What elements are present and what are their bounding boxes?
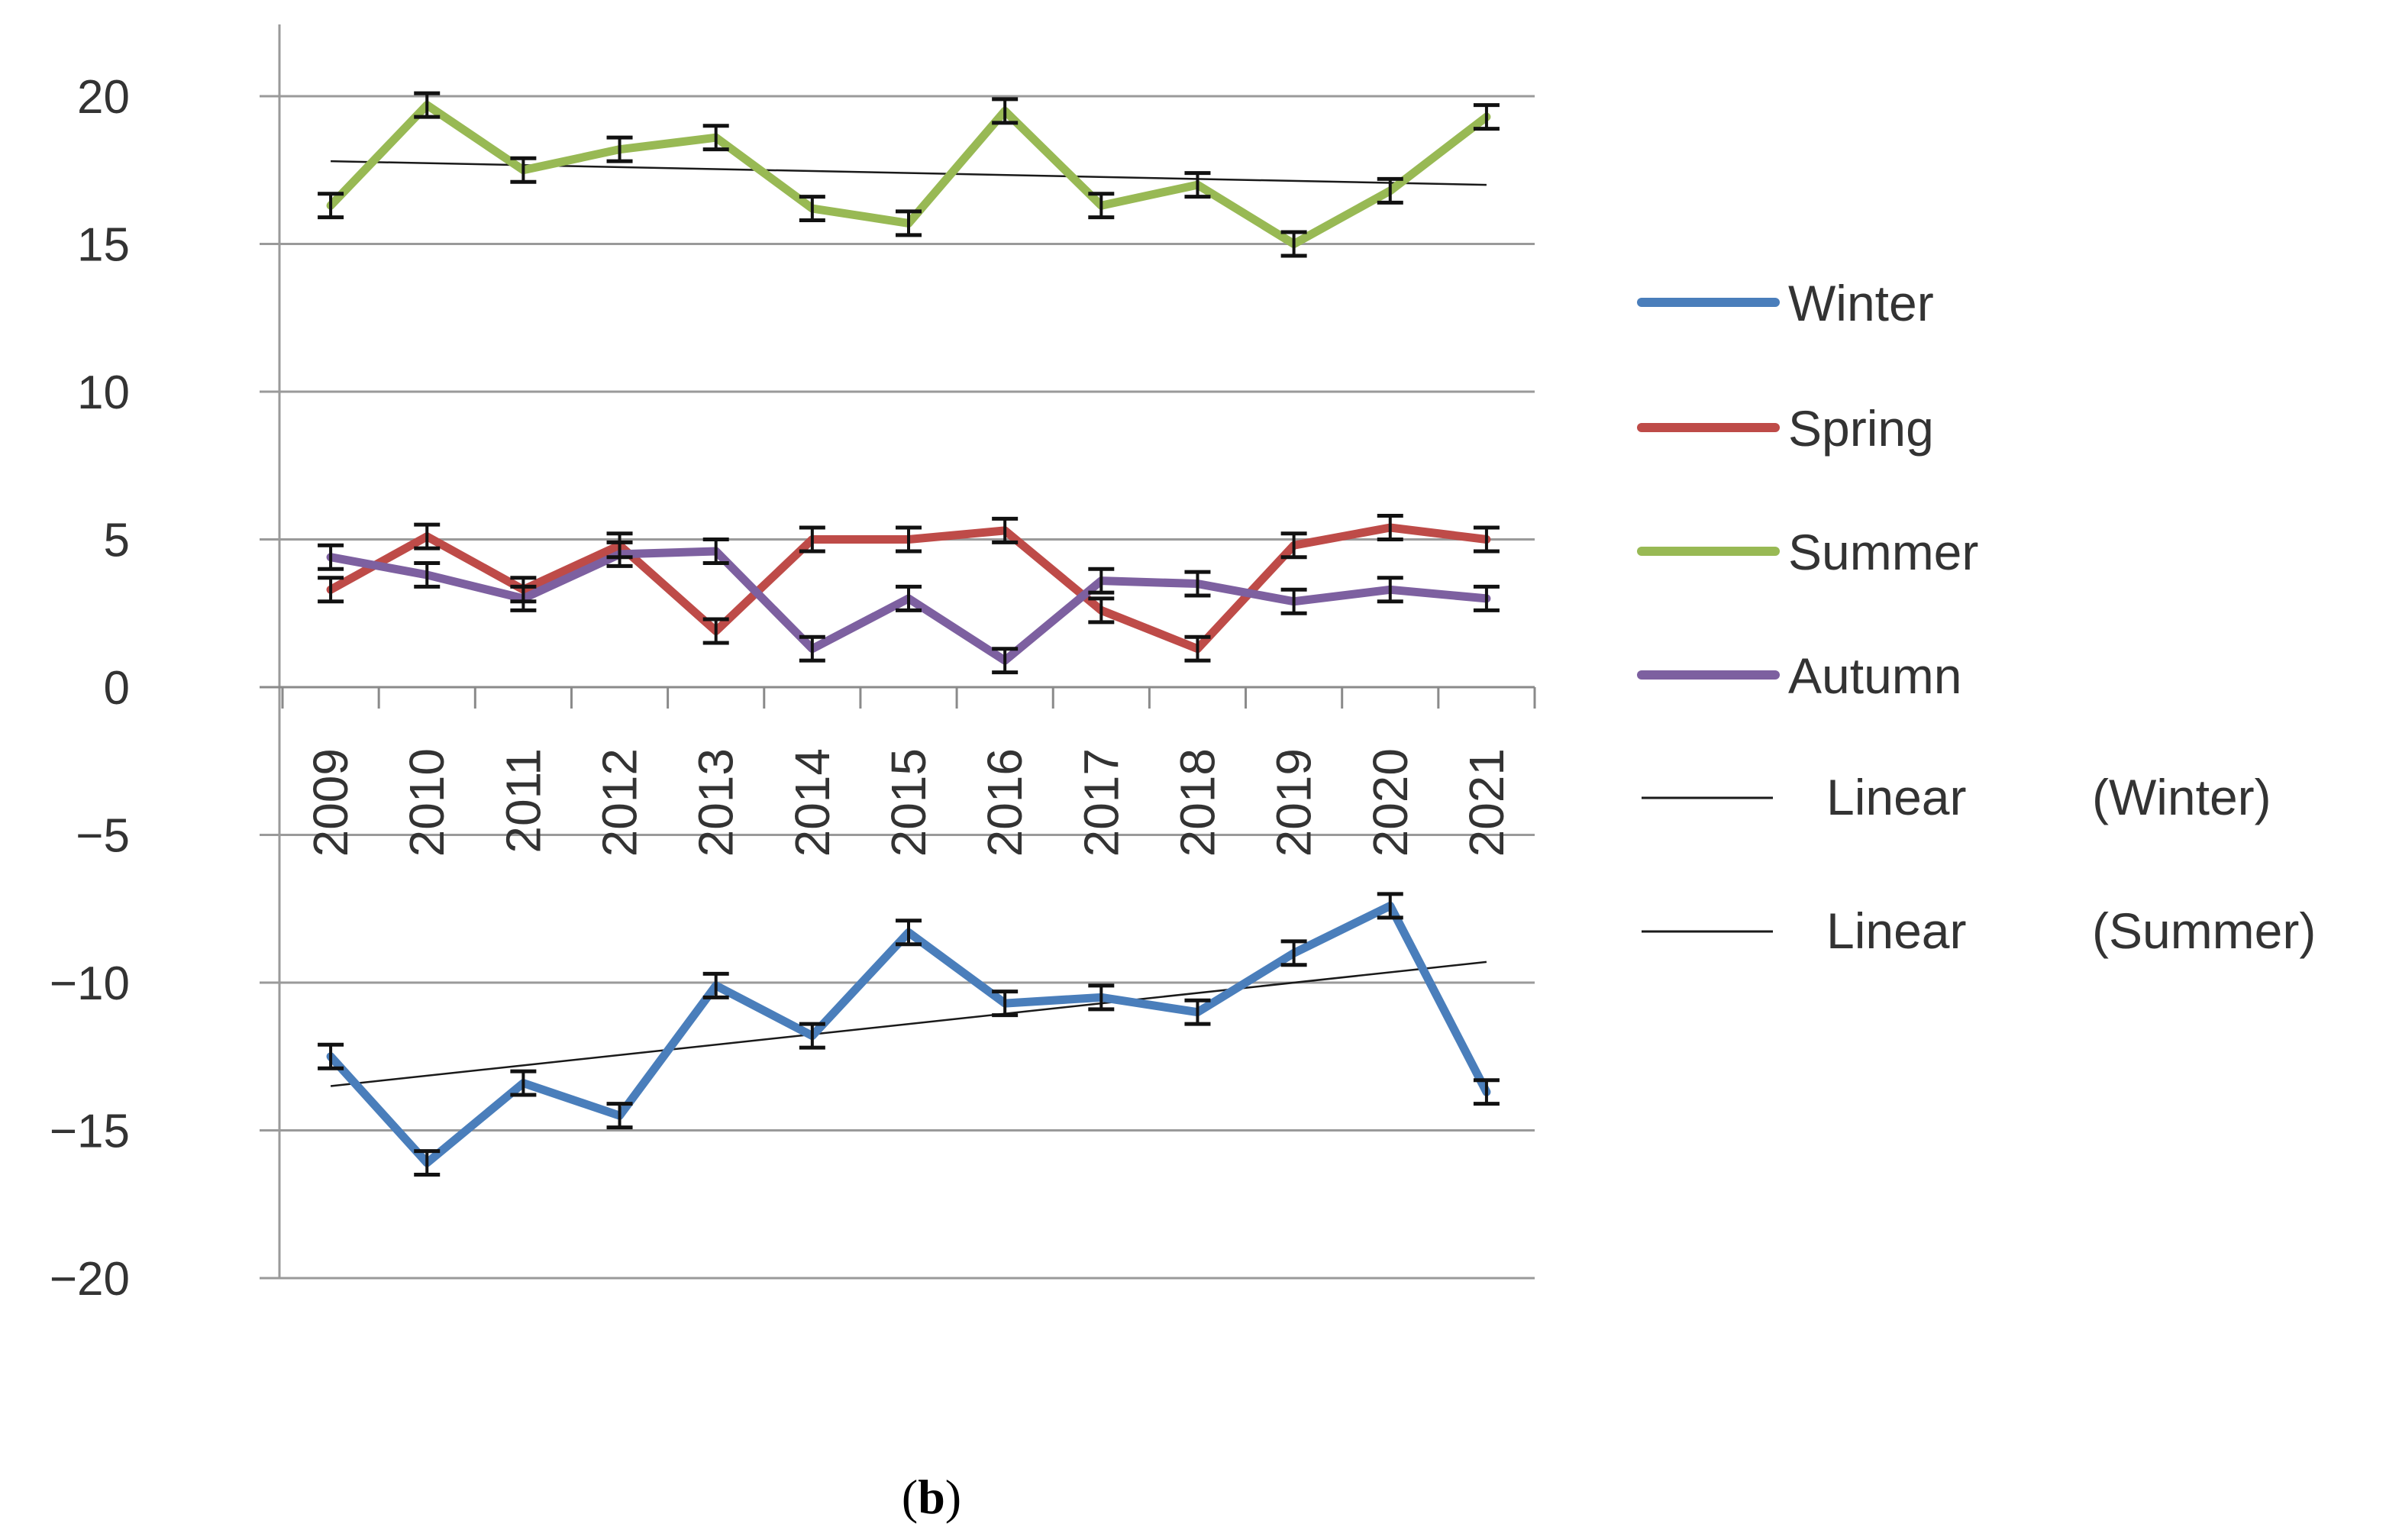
x-tick-label: 2017	[1074, 748, 1128, 857]
x-tick-label: 2012	[592, 748, 647, 857]
x-tick-label: 2016	[977, 748, 1032, 857]
legend-label: Autumn	[1788, 647, 1961, 704]
data-series	[326, 101, 1491, 1167]
legend-label: Spring	[1788, 400, 1934, 457]
y-tick-label: 15	[77, 219, 130, 272]
legend-label: Summer	[1788, 524, 1978, 580]
legend-label: (Summer)	[2092, 902, 2316, 959]
legend-label: (Winter)	[2092, 769, 2271, 825]
axes	[260, 24, 1536, 1278]
legend-label: Winter	[1788, 275, 1934, 331]
trendline	[330, 960, 1487, 1087]
y-tick-label: −5	[76, 810, 130, 863]
y-tick-label: −10	[50, 957, 130, 1010]
x-tick-label: 2019	[1267, 748, 1322, 857]
y-tick-label: 20	[77, 71, 130, 124]
y-tick-label: 10	[77, 366, 130, 419]
y-axis-ticks: 20 15 10 5 0 −5 −10 −15 −20	[50, 71, 130, 1306]
legend: Winter Spring Summer Autumn Linear (Winter) Li…	[1637, 275, 2316, 959]
x-tick-label: 2009	[303, 748, 358, 857]
y-tick-label: −15	[50, 1106, 130, 1158]
error-bars	[318, 91, 1500, 1177]
x-tick-label: 2015	[881, 748, 936, 857]
trendline	[331, 160, 1487, 186]
x-tick-label: 2020	[1363, 748, 1418, 857]
x-tick-label: 2013	[689, 748, 744, 857]
panel-label: (b)	[902, 1470, 961, 1524]
x-tick-label: 2014	[785, 748, 840, 857]
x-tick-label: 2018	[1170, 748, 1225, 857]
y-tick-label: 0	[104, 662, 130, 715]
legend-label: Linear	[1826, 769, 1966, 825]
y-tick-label: −20	[50, 1253, 130, 1306]
x-tick-label: 2021	[1459, 748, 1514, 857]
y-tick-label: 5	[104, 515, 130, 567]
x-axis-ticks: 2009 2010 2011 2012 2013 2014 2015 2016 2017 2018…	[303, 748, 1514, 857]
legend-label: Linear	[1826, 902, 1966, 959]
x-tick-label: 2011	[496, 748, 550, 854]
x-tick-label: 2010	[399, 748, 454, 857]
